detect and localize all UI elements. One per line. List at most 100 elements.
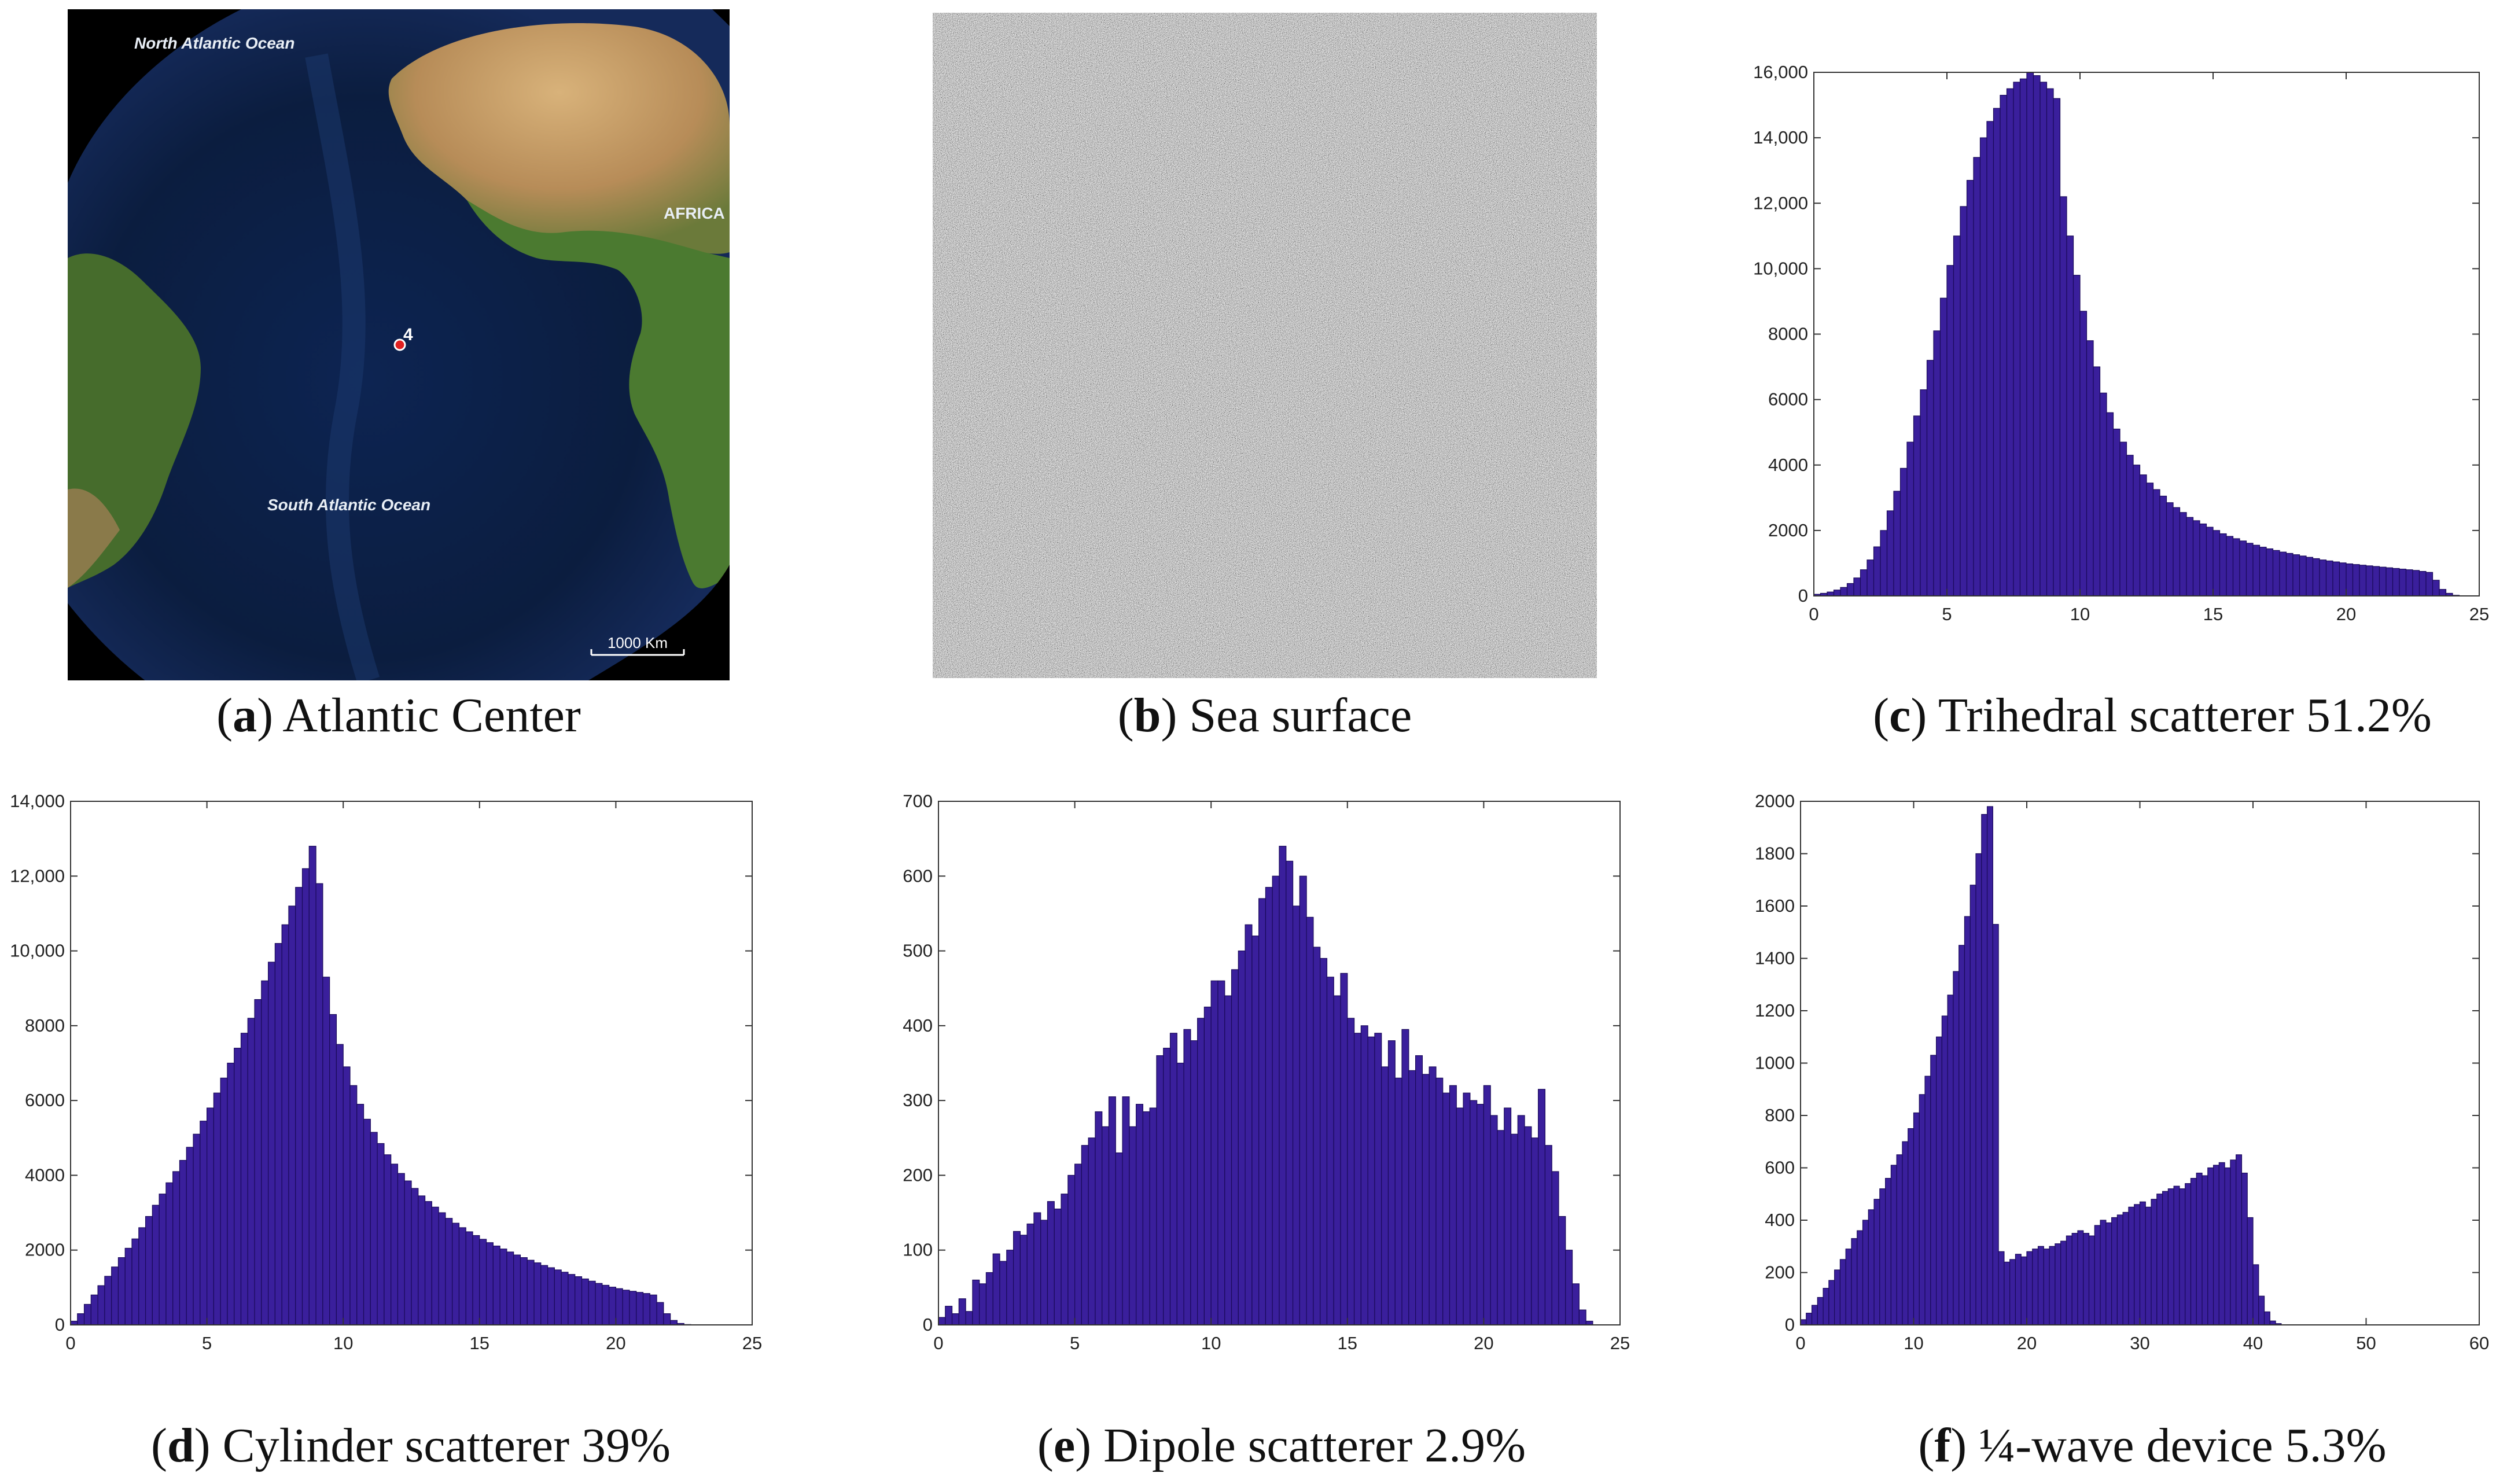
x-tick-label: 10	[2070, 604, 2090, 624]
histogram-bar	[2312, 558, 2320, 596]
histogram-bar	[958, 1298, 966, 1325]
histogram-bar	[1442, 1092, 1451, 1325]
histogram-bar	[2292, 554, 2300, 596]
histogram-bar	[1258, 898, 1267, 1325]
histogram-bar	[117, 1257, 126, 1325]
histogram-bar	[1149, 1107, 1157, 1325]
histogram-bar	[951, 1313, 959, 1325]
histogram-bar	[2266, 548, 2274, 596]
histogram-bar	[1387, 1040, 1396, 1325]
histogram-bar	[315, 883, 323, 1325]
histogram-bar	[200, 1121, 208, 1325]
histogram-bar	[1986, 806, 1993, 1325]
histogram-bar	[1047, 1201, 1055, 1325]
histogram-bar	[452, 1222, 460, 1325]
plot-frame	[938, 801, 1621, 1325]
histogram-bar	[1408, 1070, 1416, 1325]
x-tick-label: 20	[2017, 1333, 2037, 1353]
histogram-bar	[2339, 562, 2347, 596]
histogram-bar	[609, 1287, 616, 1325]
histogram-bar	[2077, 1230, 2084, 1325]
histogram-bar	[972, 1279, 980, 1325]
x-tick-label: 5	[202, 1333, 212, 1353]
histogram-bar	[1846, 583, 1854, 596]
histogram-bar	[533, 1262, 542, 1325]
histogram-bar	[83, 1303, 91, 1325]
histogram-bar	[1033, 1212, 1041, 1325]
histogram-bar	[1868, 1209, 1875, 1325]
histogram-bar	[1896, 1154, 1903, 1325]
histogram-bar	[1811, 1305, 1818, 1325]
histogram-bar	[992, 1253, 1000, 1325]
histogram-bar	[2139, 474, 2147, 596]
histogram-bar	[1088, 1137, 1096, 1325]
histogram-bar	[2285, 553, 2293, 596]
x-tick-label: 40	[2243, 1333, 2263, 1353]
histogram-bar	[2392, 568, 2400, 596]
histogram-bar	[2166, 502, 2174, 596]
histogram-bar	[1524, 1126, 1532, 1325]
histogram-bar	[506, 1251, 514, 1325]
histogram-bar	[322, 977, 330, 1325]
histogram-bar	[527, 1260, 535, 1325]
histogram-bar	[575, 1276, 583, 1325]
histogram-bar	[2232, 538, 2240, 596]
histogram-bar	[2247, 1217, 2254, 1325]
africa-vegetation	[467, 200, 730, 588]
histogram-bar	[1095, 1111, 1103, 1325]
histogram-bar	[1578, 1309, 1586, 1325]
histogram-bar	[2399, 569, 2407, 596]
x-tick-label: 0	[1809, 604, 1818, 624]
histogram-bar	[1906, 441, 1915, 596]
x-tick-label: 60	[2469, 1333, 2489, 1353]
histogram-bar	[2332, 561, 2340, 596]
histogram-bar	[1429, 1066, 1437, 1325]
histogram-bar	[1986, 121, 1994, 596]
histogram-bar	[104, 1276, 112, 1325]
histogram-bar	[1231, 969, 1239, 1325]
histogram-bar	[1924, 1076, 1931, 1325]
histogram-bar	[1470, 1100, 1478, 1325]
histogram-bar	[1947, 995, 1954, 1325]
y-tick-label: 8000	[1768, 324, 1808, 344]
histogram-bar	[281, 924, 289, 1325]
x-tick-label: 10	[1904, 1333, 1923, 1353]
histogram-bar	[288, 905, 296, 1325]
histogram-bar	[615, 1288, 623, 1325]
histogram-bar	[1862, 1220, 1869, 1325]
histogram-bar	[2046, 88, 2054, 596]
histogram-bar	[1853, 577, 1861, 596]
histogram-bar	[2000, 94, 2008, 596]
histogram-bar	[1122, 1096, 1130, 1325]
histogram-bar	[2245, 543, 2254, 596]
histogram-bar	[2418, 570, 2427, 596]
histogram-bar	[391, 1163, 399, 1325]
histogram-bar	[1828, 1280, 1835, 1325]
x-tick-label: 20	[2336, 604, 2356, 624]
histogram-bar	[193, 1133, 201, 1325]
histogram-bar	[1510, 1133, 1518, 1325]
x-tick-label: 15	[1338, 1333, 1357, 1353]
histogram-bar	[349, 1085, 358, 1325]
histogram-bar	[465, 1231, 473, 1325]
histogram-bar	[2106, 412, 2114, 596]
histogram-bar	[1040, 1220, 1048, 1325]
histogram-bar	[1026, 1223, 1035, 1325]
histogram-bar	[2128, 1206, 2135, 1325]
histogram-bar	[97, 1285, 105, 1325]
y-tick-label: 0	[1785, 1314, 1795, 1335]
histogram-bar	[172, 1171, 181, 1325]
caption-f: (f) ¼-wave device 5.3%	[1918, 1419, 2387, 1472]
histogram-bar	[1422, 1074, 1430, 1325]
histogram-bar	[2100, 1220, 2107, 1325]
histogram-bar	[1558, 1216, 1566, 1325]
histogram-bar	[2105, 1222, 2112, 1325]
label-north-atlantic: North Atlantic Ocean	[134, 34, 294, 52]
histogram-bar	[2037, 1246, 2044, 1325]
histogram-bar	[656, 1302, 664, 1325]
histogram-bar	[1933, 330, 1941, 596]
histogram-bar	[329, 1014, 337, 1325]
histogram-bar	[1320, 958, 1328, 1325]
histogram-bar	[1966, 180, 1974, 596]
location-marker-label: 4	[403, 325, 413, 344]
